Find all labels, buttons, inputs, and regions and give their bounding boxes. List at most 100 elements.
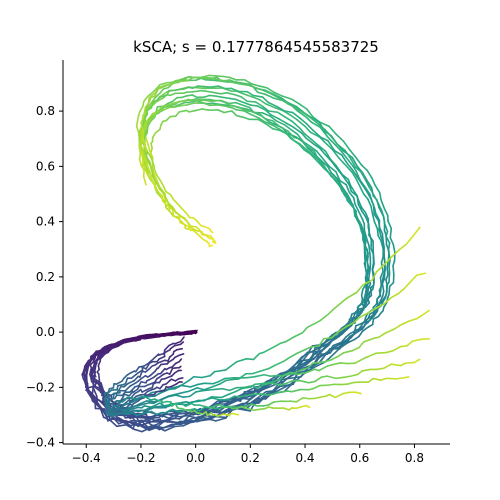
trajectory-segment (217, 104, 227, 108)
trajectory-segment (250, 110, 261, 115)
trajectory-segment (364, 178, 370, 188)
trajectory-segment (199, 404, 206, 408)
trajectory-segment (241, 101, 252, 106)
trajectory-segment (229, 79, 238, 84)
trajectory-segment (160, 195, 164, 202)
trajectory-segment (346, 381, 356, 385)
trajectory-segment (224, 80, 235, 84)
trajectory-segment (131, 399, 140, 406)
trajectory-segment (387, 242, 391, 252)
trajectory-segment (226, 395, 236, 401)
trajectory-segment (303, 132, 313, 141)
trajectory-segment (337, 178, 343, 187)
trajectory-segment (208, 244, 214, 248)
trajectory-segment (345, 156, 354, 168)
trajectory-segment (105, 408, 113, 415)
trajectory-segment (301, 326, 309, 334)
trajectory-segment (300, 404, 307, 408)
trajectory-segment (147, 90, 155, 97)
trajectory-segment (286, 122, 294, 128)
trajectory-segment (143, 113, 148, 121)
trajectory-segment (326, 135, 333, 143)
trajectory-segment (278, 125, 289, 132)
trajectory-segment (344, 191, 349, 202)
trajectory-segment (133, 428, 143, 433)
trajectory-segment (357, 203, 363, 213)
trajectory-segment (218, 79, 226, 82)
trajectory-segment (152, 182, 157, 189)
trajectory-segment (392, 260, 396, 267)
trajectory-segment (144, 136, 149, 145)
trajectory-segment (254, 373, 265, 378)
trajectory-segment (359, 186, 365, 195)
trajectory-segment (365, 270, 368, 279)
trajectory-segment (182, 395, 191, 398)
trajectory-segment (170, 383, 177, 388)
trajectory-segment (310, 138, 319, 146)
trajectory-segment (163, 106, 171, 111)
trajectory-segment (115, 380, 123, 385)
trajectory-segment (213, 369, 227, 373)
trajectory-segment (356, 308, 363, 316)
trajectory-segment (255, 87, 265, 92)
trajectory-segment (187, 387, 198, 393)
trajectory-segment (330, 140, 341, 151)
trajectory-segment (144, 116, 151, 124)
trajectory-segment (170, 194, 175, 201)
trajectory-segment (415, 313, 425, 320)
trajectory-segment (354, 203, 361, 214)
trajectory-segment (336, 143, 346, 152)
trajectory-segment (246, 90, 254, 97)
trajectory-segment (305, 137, 315, 145)
trajectory-segment (145, 400, 156, 403)
trajectory-segment (299, 379, 310, 384)
trajectory-segment (339, 362, 349, 365)
trajectory-segment (357, 370, 364, 376)
trajectory-segment (168, 412, 180, 420)
trajectory-segment (267, 401, 275, 406)
trajectory-segment (149, 170, 152, 179)
trajectory-segment (382, 215, 386, 225)
x-tick-label: 0.6 (350, 451, 369, 465)
trajectory-segment (125, 337, 134, 340)
trajectory-segment (291, 111, 301, 119)
trajectory-segment (377, 201, 383, 212)
trajectory-segment (185, 102, 195, 106)
trajectory-segment (204, 405, 211, 409)
trajectory-segment (328, 125, 338, 136)
trajectory-segment (279, 128, 291, 137)
trajectory-segment (228, 390, 238, 395)
trajectory-segment (305, 116, 312, 123)
trajectory-segment (282, 356, 292, 363)
trajectory-segment (278, 97, 289, 105)
trajectory-segment (349, 149, 357, 159)
trajectory-segment (388, 272, 391, 283)
trajectory-segment (312, 129, 322, 139)
trajectory-segment (378, 228, 382, 238)
trajectory-segment (358, 220, 364, 230)
trajectory-segment (120, 412, 129, 415)
trajectory-segment (92, 385, 98, 397)
trajectory-segment (201, 108, 210, 111)
trajectory-segment (364, 211, 370, 220)
trajectory-segment (318, 365, 329, 372)
trajectory-segment (352, 196, 356, 206)
trajectory-segment (399, 243, 407, 250)
trajectory-segment (201, 74, 210, 78)
trajectory-segment (387, 220, 393, 230)
trajectory-segment (379, 289, 382, 296)
trajectory-segment (385, 327, 396, 334)
trajectory-segment (291, 388, 302, 393)
trajectory-segment (377, 219, 381, 230)
trajectory-segment (296, 372, 307, 376)
trajectory-segment (364, 301, 371, 309)
trajectory-segment (368, 250, 372, 259)
trajectory-segment (389, 227, 393, 239)
trajectory-segment (219, 92, 228, 95)
trajectory-segment (181, 86, 189, 90)
trajectory-segment (375, 351, 387, 355)
trajectory-segment (131, 372, 139, 379)
trajectory-segment (229, 97, 237, 101)
trajectory-segment (373, 213, 380, 222)
trajectory-segment (363, 248, 368, 259)
